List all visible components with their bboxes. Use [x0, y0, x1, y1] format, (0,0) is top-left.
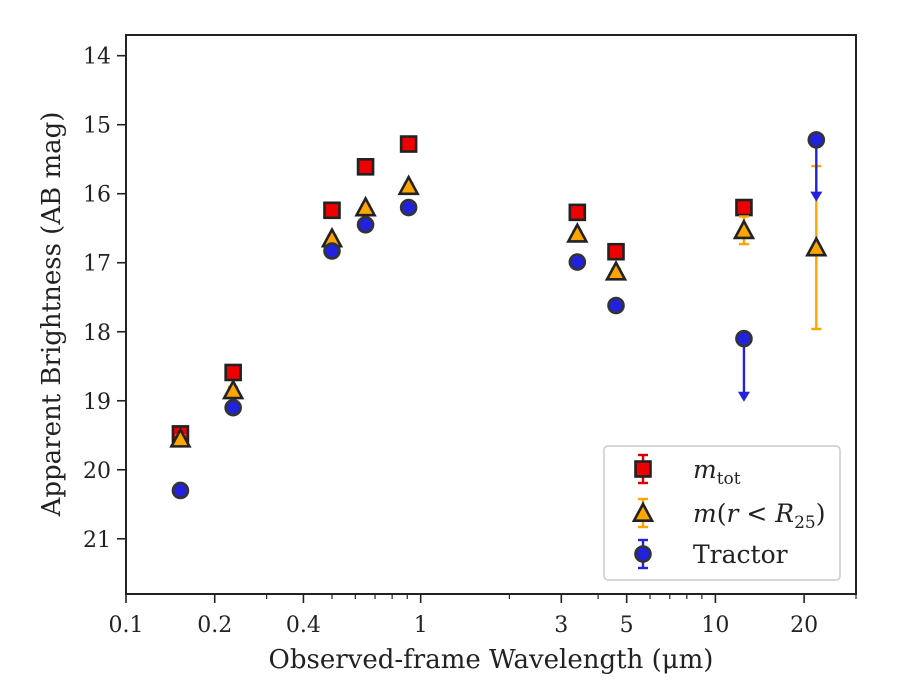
marker-square	[224, 363, 242, 382]
legend-label-3: Tractor	[693, 540, 788, 569]
marker-circle	[323, 242, 341, 260]
marker-circle	[224, 398, 242, 417]
marker-triangle	[805, 235, 828, 257]
x-tick-label: 10	[701, 613, 729, 638]
y-tick-label: 21	[83, 528, 111, 553]
marker-triangle	[397, 174, 420, 196]
y-tick-label: 17	[83, 252, 111, 277]
x-tick-label: 0.1	[109, 613, 144, 638]
marker-circle	[807, 131, 826, 149]
y-axis-title: Apparent Brightness (AB mag)	[37, 112, 67, 518]
x-tick-label: 1	[414, 613, 428, 638]
marker-square	[568, 203, 587, 222]
marker-square	[735, 198, 753, 217]
legend: mtot m(r < R25) Tractor	[603, 445, 841, 581]
plot-frame	[125, 34, 857, 595]
marker-triangle	[631, 501, 655, 522]
marker-triangle	[221, 378, 245, 400]
upper-limit-arrowhead	[810, 191, 823, 202]
legend-label-2: m(r < R25)	[693, 499, 826, 533]
legend-box	[603, 445, 841, 581]
marker-square	[323, 201, 341, 220]
y-tick-label: 16	[83, 183, 111, 208]
marker-square	[634, 460, 652, 478]
marker-triangle	[732, 218, 756, 240]
x-axis-title: Observed-frame Wavelength (μm)	[269, 645, 714, 675]
y-tick-label: 15	[83, 114, 111, 139]
marker-circle	[607, 296, 625, 315]
y-tick-label: 19	[83, 390, 111, 415]
x-tick-label: 20	[790, 613, 818, 638]
marker-circle	[735, 329, 753, 348]
marker-circle	[399, 198, 418, 217]
y-tick-label: 14	[83, 45, 111, 70]
marker-circle	[356, 215, 375, 234]
data-marks	[169, 131, 828, 500]
marker-square	[356, 158, 375, 176]
marker-triangle	[169, 426, 192, 448]
ticks: 0.1 0.2 0.4 1 3 5 10 20 14 15 16 17 18 19 20 21	[83, 45, 857, 638]
y-tick-label: 20	[83, 459, 111, 484]
marker-square	[399, 135, 418, 153]
marker-circle	[568, 253, 587, 271]
marker-triangle	[566, 222, 589, 243]
marker-triangle	[354, 195, 377, 217]
x-tick-label: 3	[554, 613, 568, 638]
x-tick-label: 5	[620, 613, 634, 638]
x-tick-label: 0.2	[197, 613, 232, 638]
marker-triangle	[604, 259, 628, 281]
y-tick-label: 18	[83, 321, 111, 346]
marker-square	[607, 242, 625, 261]
legend-label-1: mtot	[693, 455, 741, 489]
x-tick-label: 0.4	[286, 613, 321, 638]
marker-circle	[634, 545, 652, 563]
marker-circle	[171, 481, 190, 500]
upper-limit-arrowhead	[737, 391, 750, 402]
